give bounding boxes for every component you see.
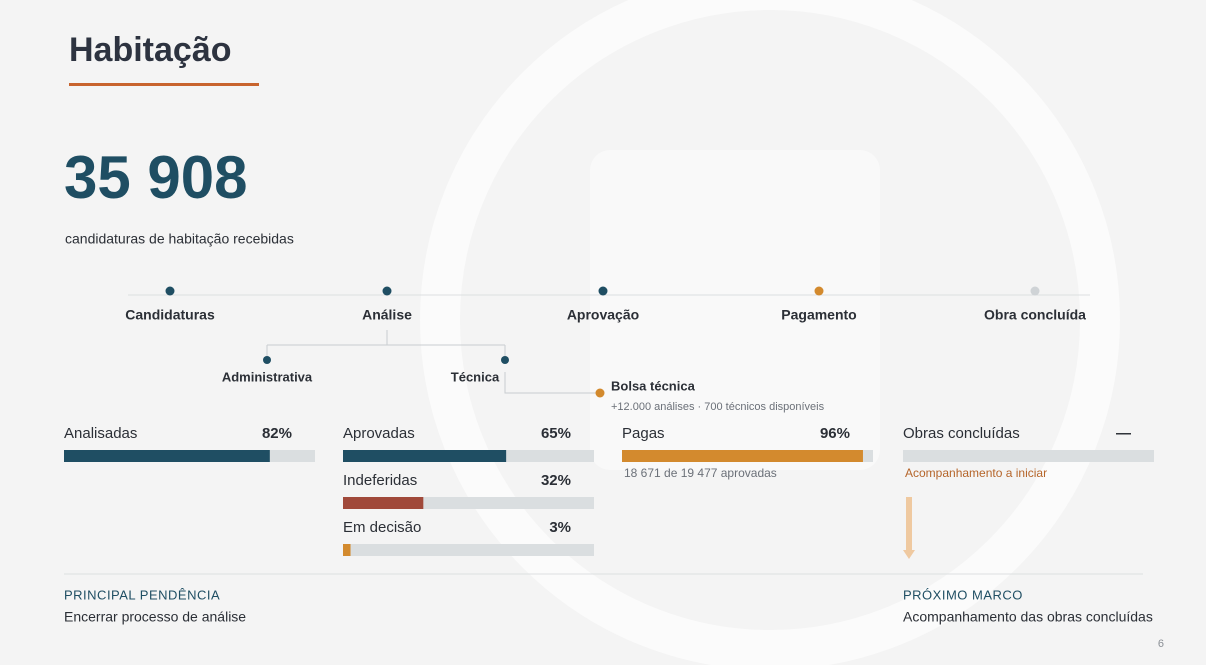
- bar-value-label: 32%: [541, 472, 571, 489]
- stage-dot: [814, 286, 824, 296]
- bar: [343, 544, 351, 556]
- stage-dot: [165, 286, 175, 296]
- stage-dot: [598, 286, 608, 296]
- arrow-head: [903, 550, 915, 559]
- bar: [343, 497, 424, 509]
- bar-value-label: 82%: [262, 425, 292, 442]
- bar-value-label: 3%: [549, 519, 571, 536]
- bar-value-label: 65%: [541, 425, 571, 442]
- branch-lines: [266, 330, 600, 394]
- bar-label: Obras concluídas: [903, 425, 1020, 442]
- bar-track: [343, 544, 594, 556]
- bar-track: [903, 450, 1154, 462]
- bar-label: Pagas: [622, 425, 665, 442]
- footer-heading: PRINCIPAL PENDÊNCIA: [64, 587, 220, 602]
- footer-text: Acompanhamento das obras concluídas: [903, 609, 1153, 625]
- bar-note: Acompanhamento a iniciar: [905, 466, 1047, 480]
- kpi-caption: candidaturas de habitação recebidas: [65, 231, 294, 247]
- bar-note: 18 671 de 19 477 aprovadas: [624, 466, 777, 480]
- bolsa-dot: [595, 388, 605, 398]
- substep-dot: [501, 356, 509, 364]
- bolsa-detail: +12.000 análises · 700 técnicos disponív…: [611, 401, 825, 413]
- title: Habitação: [69, 31, 232, 69]
- bar-value-label: 96%: [820, 425, 850, 442]
- substep-label: Técnica: [451, 369, 500, 384]
- bar: [64, 450, 270, 462]
- stage-label: Pagamento: [781, 307, 856, 323]
- stage-label: Obra concluída: [984, 307, 1086, 323]
- stage-label: Candidaturas: [125, 307, 215, 323]
- watermark: [420, 0, 1120, 665]
- title-underline: [69, 83, 259, 86]
- bar-label: Em decisão: [343, 519, 421, 536]
- bar-label: Aprovadas: [343, 425, 415, 442]
- substep-dot: [263, 356, 271, 364]
- bolsa-label: Bolsa técnica: [611, 378, 696, 393]
- bar-label: Analisadas: [64, 425, 137, 442]
- bar-value-label: —: [1116, 425, 1131, 442]
- kpi-value: 35 908: [64, 144, 248, 211]
- bar: [622, 450, 863, 462]
- bar-label: Indeferidas: [343, 472, 417, 489]
- watermark-shield: [590, 150, 880, 470]
- stage-label: Aprovação: [567, 307, 639, 323]
- footer-heading: PRÓXIMO MARCO: [903, 587, 1023, 602]
- bar: [343, 450, 507, 462]
- substep-label: Administrativa: [222, 369, 313, 384]
- stage-dot: [1030, 286, 1040, 296]
- footer-text: Encerrar processo de análise: [64, 609, 246, 625]
- page-number: 6: [1158, 638, 1164, 650]
- stage-dot: [382, 286, 392, 296]
- stage-label: Análise: [362, 307, 412, 323]
